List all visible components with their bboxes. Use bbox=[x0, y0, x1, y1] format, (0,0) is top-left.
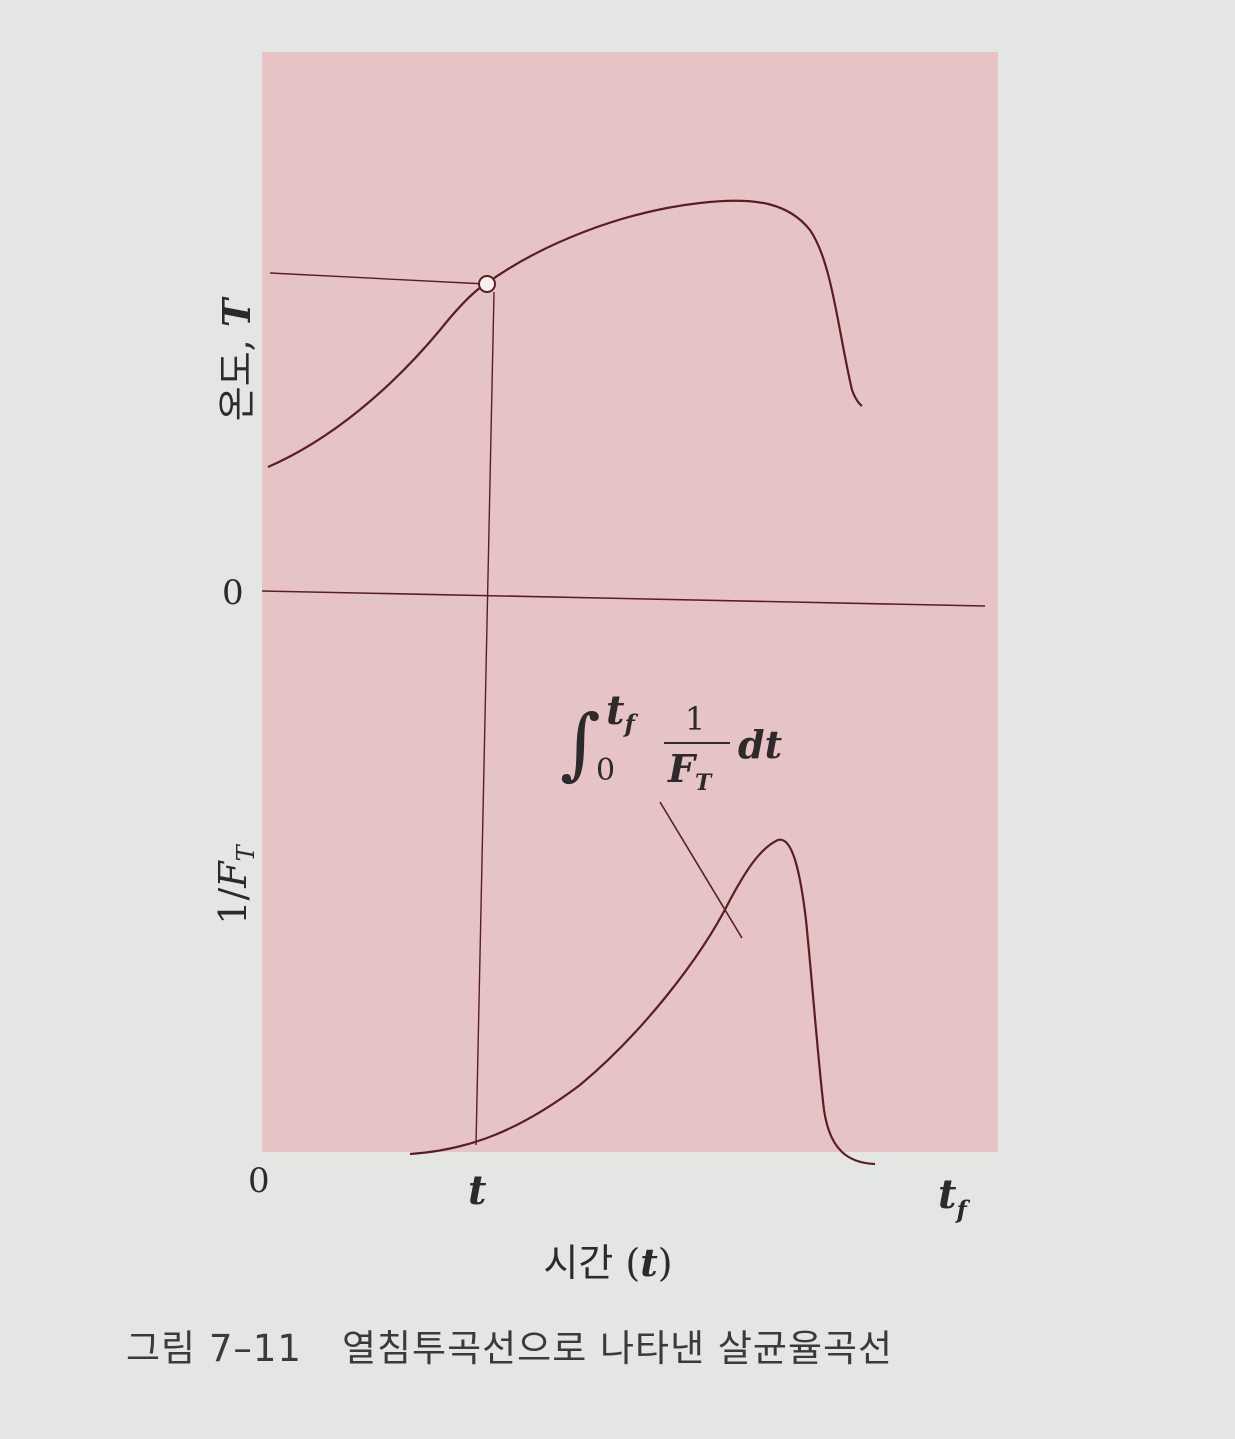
fraction-denominator-base: F bbox=[667, 746, 698, 791]
lethality-axis-label-var: F bbox=[211, 860, 255, 889]
x-axis-label: 시간 (t) bbox=[543, 1240, 672, 1285]
integral-sign: ∫ bbox=[560, 699, 601, 789]
temperature-axis-label: 온도, T bbox=[214, 296, 259, 421]
x-tick-tf-sub: f bbox=[954, 1195, 970, 1224]
integral-lower-limit: 0 bbox=[596, 753, 615, 788]
temperature-curve bbox=[267, 199, 863, 469]
time-t-line bbox=[475, 291, 495, 1146]
x-tick-tf-base: t bbox=[938, 1171, 957, 1218]
temperature-guide-line bbox=[269, 272, 487, 285]
caption-number: 그림 7–11 bbox=[126, 1327, 302, 1370]
figure-caption: 그림 7–11 열침투곡선으로 나타낸 살균율곡선 bbox=[126, 1318, 893, 1372]
lethality-axis-label-sub: T bbox=[232, 843, 260, 861]
integral-leader-line bbox=[659, 801, 743, 939]
lethality-curve bbox=[409, 838, 876, 1166]
x-axis-label-var: t bbox=[640, 1240, 658, 1285]
zero-line bbox=[261, 590, 986, 607]
caption-text: 열침투곡선으로 나타낸 살균율곡선 bbox=[341, 1327, 894, 1370]
x-tick-t: t bbox=[468, 1167, 487, 1214]
chart-panel bbox=[262, 52, 998, 1152]
x-axis-label-close: ) bbox=[658, 1241, 673, 1285]
integral-upper-base: t bbox=[606, 687, 625, 734]
temperature-point-marker bbox=[478, 275, 496, 293]
temperature-axis-label-text: 온도, bbox=[215, 327, 259, 421]
lethality-axis-label-text: 1/ bbox=[211, 888, 255, 925]
temperature-axis-label-var: T bbox=[214, 296, 259, 327]
fraction-numerator: 1 bbox=[685, 700, 705, 738]
integral-upper-sub: f bbox=[622, 709, 638, 738]
x-tick-zero: 0 bbox=[248, 1161, 270, 1201]
fraction-denominator: FT bbox=[667, 746, 713, 796]
x-axis-label-text: 시간 ( bbox=[543, 1241, 640, 1285]
integral-upper-limit: tf bbox=[606, 687, 638, 738]
zero-y-label: 0 bbox=[222, 573, 244, 613]
integral-differential: dt bbox=[738, 722, 783, 767]
lethality-axis-label: 1/FT bbox=[211, 843, 260, 924]
fraction-denominator-sub: T bbox=[695, 770, 713, 796]
x-tick-tf: tf bbox=[938, 1171, 970, 1224]
integral-annotation: ∫ tf 0 1 FT dt bbox=[560, 687, 783, 796]
